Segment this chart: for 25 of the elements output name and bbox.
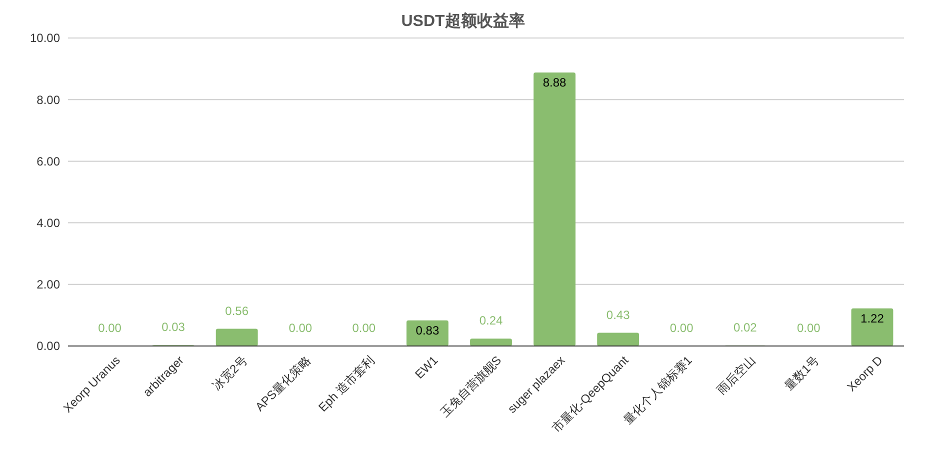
data-label: 0.00 (288, 321, 312, 335)
data-label: 0.00 (352, 321, 376, 335)
data-label: 0.02 (733, 320, 758, 334)
data-label: 1.22 (860, 311, 884, 326)
y-tick-label: 0.00 (36, 339, 60, 354)
chart-title: USDT超额收益率 (401, 11, 525, 30)
data-label: 0.56 (225, 304, 249, 318)
y-tick-label: 4.00 (36, 216, 60, 230)
data-label: 0.43 (606, 308, 630, 322)
y-tick-label: 10.00 (30, 31, 60, 46)
x-tick-label: 雨后空山 (714, 353, 758, 398)
x-tick-label: 冰宽2号 (210, 353, 250, 394)
y-tick-label: 8.00 (36, 92, 60, 107)
data-label: 0.00 (797, 321, 821, 335)
data-label: 0.00 (98, 321, 122, 335)
data-label: 8.88 (542, 75, 567, 90)
data-label: 0.83 (416, 323, 440, 338)
x-tick-label: 玉兔自营旗舰S (438, 353, 504, 420)
data-label: 0.03 (162, 320, 186, 334)
x-tick-label: Eph 造市套利 (316, 353, 378, 414)
x-tick-label: 量数1号 (782, 353, 822, 394)
y-tick-label: 6.00 (36, 154, 60, 168)
y-tick-label: 2.00 (36, 278, 60, 292)
data-label: 0.24 (479, 314, 503, 328)
data-label: 0.00 (670, 321, 694, 335)
